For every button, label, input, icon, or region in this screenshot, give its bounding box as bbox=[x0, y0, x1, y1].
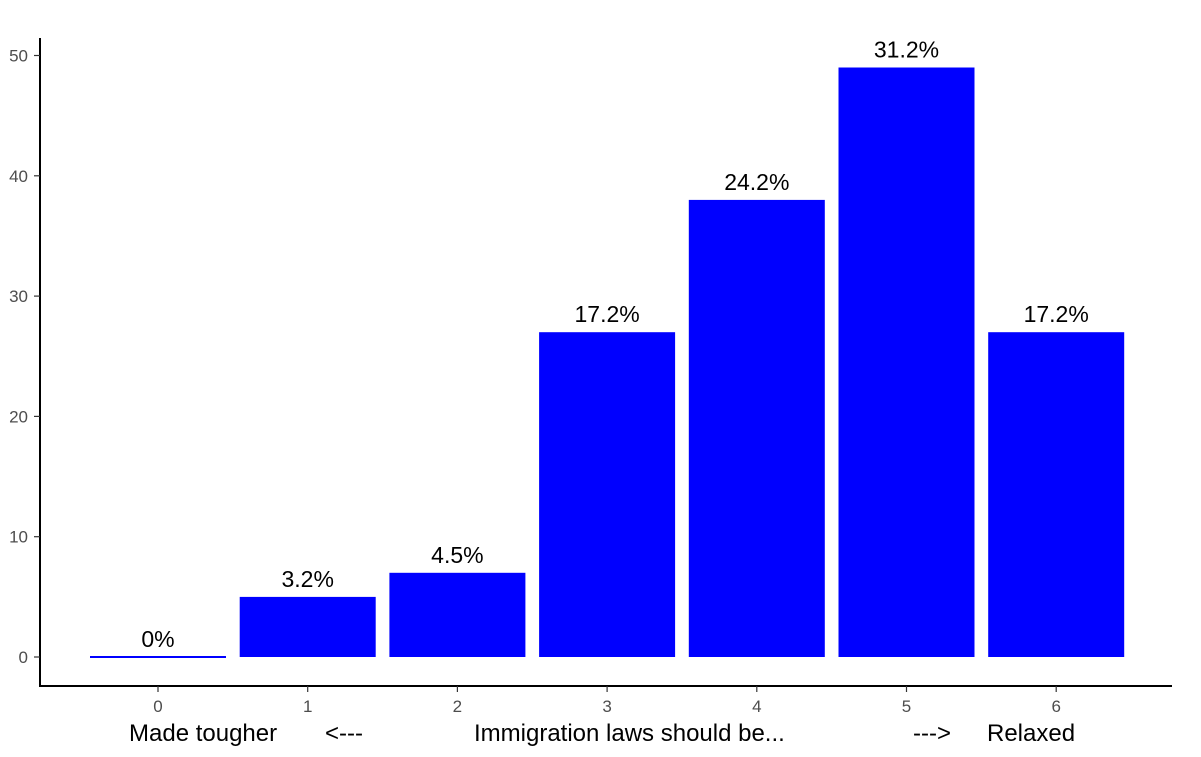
x-axis-title: Made tougher <--- Immigration laws shoul… bbox=[129, 720, 1075, 747]
y-tick-label-50: 50 bbox=[9, 47, 28, 66]
bars-group bbox=[90, 67, 1125, 658]
bar-label-2: 4.5% bbox=[431, 542, 483, 568]
x-tick-label-3: 3 bbox=[602, 697, 611, 716]
bar-6 bbox=[988, 332, 1125, 657]
x-title-right: Relaxed bbox=[987, 720, 1075, 747]
x-ticks-group: 0 1 2 3 4 5 6 bbox=[153, 686, 1061, 716]
bar-3 bbox=[539, 332, 676, 657]
bar-label-3: 17.2% bbox=[574, 301, 639, 327]
bar-labels-group: 0% 3.2% 4.5% 17.2% 24.2% 31.2% 17.2% bbox=[141, 37, 1088, 653]
y-tick-label-40: 40 bbox=[9, 167, 28, 186]
x-tick-label-5: 5 bbox=[902, 697, 911, 716]
bar-label-5: 31.2% bbox=[874, 37, 939, 63]
y-tick-label-10: 10 bbox=[9, 528, 28, 547]
x-title-right-arrow: ---> bbox=[913, 720, 951, 747]
x-tick-label-1: 1 bbox=[303, 697, 312, 716]
bar-5 bbox=[838, 67, 975, 657]
bar-4 bbox=[688, 199, 825, 657]
y-ticks-group: 0 10 20 30 40 50 bbox=[9, 47, 40, 667]
x-tick-label-2: 2 bbox=[453, 697, 462, 716]
x-title-center: Immigration laws should be... bbox=[474, 720, 785, 747]
y-tick-label-0: 0 bbox=[19, 648, 28, 667]
x-tick-label-4: 4 bbox=[752, 697, 761, 716]
bar-label-0: 0% bbox=[141, 626, 174, 652]
x-tick-label-6: 6 bbox=[1051, 697, 1060, 716]
y-tick-label-20: 20 bbox=[9, 407, 28, 426]
x-tick-label-0: 0 bbox=[153, 697, 162, 716]
x-title-left: Made tougher bbox=[129, 720, 277, 747]
bar-1 bbox=[239, 596, 376, 657]
bar-2 bbox=[389, 572, 526, 657]
bar-0 bbox=[90, 656, 226, 658]
y-tick-label-30: 30 bbox=[9, 287, 28, 306]
x-title-left-arrow: <--- bbox=[325, 720, 363, 747]
bar-label-1: 3.2% bbox=[281, 566, 333, 592]
bar-label-6: 17.2% bbox=[1024, 301, 1089, 327]
bar-label-4: 24.2% bbox=[724, 169, 789, 195]
